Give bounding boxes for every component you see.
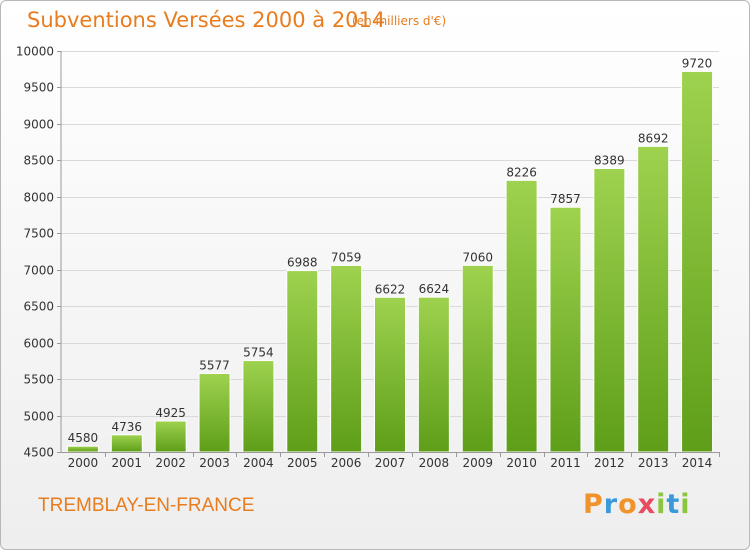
x-tick-label: 2006 xyxy=(331,456,362,470)
bar-2002 xyxy=(154,420,187,453)
x-tick-label: 2014 xyxy=(682,456,713,470)
data-label: 6622 xyxy=(375,282,406,296)
x-axis: 2000 2001 2002 2003 2004 2005 2006 2007 2008 2009… xyxy=(61,452,720,470)
x-tick-label: 2010 xyxy=(506,456,537,470)
x-tick-label: 2011 xyxy=(550,456,581,470)
bar-2010 xyxy=(505,179,538,453)
city-label: TREMBLAY-EN-FRANCE xyxy=(38,495,255,516)
bars: 4580 4736 4925 5577 5754 6988 7059 6622 6624 7060… xyxy=(66,56,714,453)
data-label: 5754 xyxy=(243,346,274,360)
data-label: 7059 xyxy=(331,250,362,264)
x-tick-label: 2003 xyxy=(199,456,230,470)
y-tick-label: 7000 xyxy=(23,264,54,278)
logo-letter: i xyxy=(680,489,691,520)
y-tick-label: 7500 xyxy=(23,227,54,241)
bar-2005 xyxy=(286,270,319,453)
x-tick-label: 2013 xyxy=(638,456,669,470)
data-label: 8692 xyxy=(638,131,669,145)
logo-letter: P xyxy=(583,489,604,520)
y-tick-label: 9000 xyxy=(23,118,54,132)
y-tick-label: 4500 xyxy=(23,446,54,460)
bar-2003 xyxy=(198,372,231,453)
bar-2012 xyxy=(593,167,626,453)
y-tick-label: 5000 xyxy=(23,410,54,424)
logo-letter: t xyxy=(666,489,681,520)
bar-2014 xyxy=(681,70,714,453)
chart-title: Subventions Versées 2000 à 2014 xyxy=(27,8,386,32)
data-label: 4736 xyxy=(112,420,143,434)
data-label: 5577 xyxy=(199,358,230,372)
bar-2007 xyxy=(374,296,406,453)
bar-2006 xyxy=(330,264,363,453)
data-label: 8226 xyxy=(506,165,537,179)
x-tick-label: 2008 xyxy=(419,456,450,470)
y-tick-label: 9500 xyxy=(23,81,54,95)
x-tick-label: 2007 xyxy=(375,456,406,470)
x-tick-label: 2009 xyxy=(462,456,493,470)
bar-2001 xyxy=(110,434,143,453)
bar-2000 xyxy=(66,445,99,453)
chart-subtitle: (en milliers d'€) xyxy=(352,14,447,28)
y-tick-label: 8500 xyxy=(23,154,54,168)
y-tick-label: 5500 xyxy=(23,373,54,387)
y-tick-label: 6500 xyxy=(23,300,54,314)
data-label: 7060 xyxy=(462,250,493,264)
bar-2009 xyxy=(461,264,494,453)
data-label: 7857 xyxy=(550,192,581,206)
data-label: 6624 xyxy=(419,282,450,296)
logo-letter: i xyxy=(656,489,667,520)
y-tick-label: 10000 xyxy=(16,45,54,59)
x-tick-label: 2001 xyxy=(112,456,143,470)
data-label: 9720 xyxy=(682,56,713,70)
y-tick-label: 6000 xyxy=(23,337,54,351)
x-tick-label: 2004 xyxy=(243,456,274,470)
y-tick-label: 8000 xyxy=(23,191,54,205)
proxiti-logo[interactable]: Proxiti xyxy=(583,489,691,520)
data-label: 6988 xyxy=(287,256,318,270)
x-tick-label: 2005 xyxy=(287,456,318,470)
y-axis: 4500 5000 5500 6000 6500 7000 7500 8000 8500 9000… xyxy=(16,45,62,460)
data-label: 4580 xyxy=(68,431,99,445)
logo-letter: x xyxy=(637,489,657,520)
data-label: 4925 xyxy=(155,406,186,420)
logo-letter: r xyxy=(603,489,619,520)
bar-2013 xyxy=(637,145,670,453)
bar-2004 xyxy=(242,360,275,453)
x-tick-label: 2002 xyxy=(155,456,186,470)
bar-2008 xyxy=(417,296,450,453)
x-tick-label: 2012 xyxy=(594,456,625,470)
data-label: 8389 xyxy=(594,153,625,167)
logo-letter: o xyxy=(618,489,638,520)
x-tick-label: 2000 xyxy=(68,456,99,470)
bar-2011 xyxy=(549,206,582,453)
